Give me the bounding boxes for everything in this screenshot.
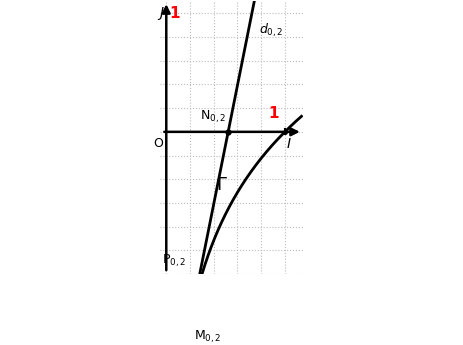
Text: 1: 1 <box>269 106 279 121</box>
Text: O: O <box>153 137 163 150</box>
Text: $\mathrm{P}_{0,2}$: $\mathrm{P}_{0,2}$ <box>162 253 186 269</box>
Text: $\mathrm{N}_{0,2}$: $\mathrm{N}_{0,2}$ <box>200 108 226 125</box>
Text: I: I <box>287 137 291 150</box>
Text: J: J <box>159 6 163 20</box>
Text: $\Gamma$: $\Gamma$ <box>216 176 228 194</box>
Text: 1: 1 <box>169 6 180 21</box>
Text: $\mathrm{M}_{0,2}$: $\mathrm{M}_{0,2}$ <box>194 329 221 345</box>
Text: $d_{0,2}$: $d_{0,2}$ <box>259 22 283 39</box>
